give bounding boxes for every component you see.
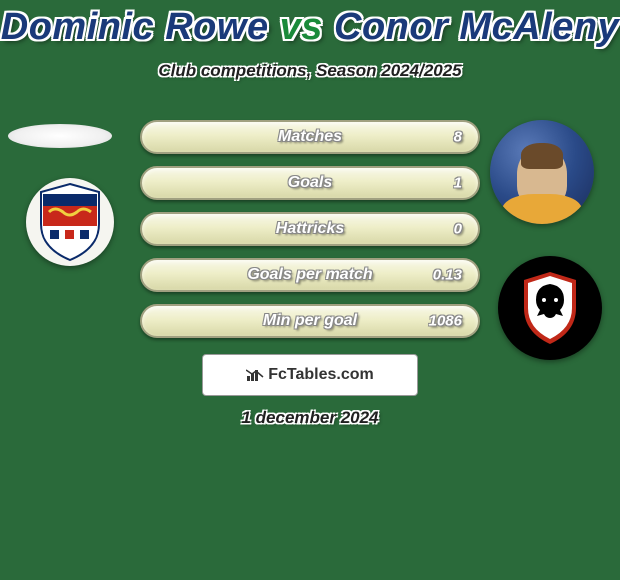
stat-bar-goals-per-match: Goals per match 0.13 — [140, 258, 480, 292]
stat-bar-hattricks: Hattricks 0 — [140, 212, 480, 246]
stat-value-right: 1 — [454, 175, 462, 192]
page-title: Dominic Rowe vs Conor McAleny — [0, 0, 620, 49]
club-crest-right — [498, 256, 602, 360]
stat-label: Goals per match — [247, 266, 372, 284]
stat-label: Hattricks — [276, 220, 344, 238]
subtitle: Club competitions, Season 2024/2025 — [0, 61, 620, 81]
attribution-text: FcTables.com — [268, 366, 374, 384]
player2-name: Conor McAleny — [334, 6, 619, 48]
stat-value-right: 1086 — [429, 313, 462, 330]
stat-bar-min-per-goal: Min per goal 1086 — [140, 304, 480, 338]
stats-panel: Matches 8 Goals 1 Hattricks 0 Goals per … — [140, 120, 480, 350]
stat-value-right: 8 — [454, 129, 462, 146]
stat-label: Min per goal — [263, 312, 357, 330]
portrait-body-icon — [502, 194, 582, 224]
stat-label: Goals — [288, 174, 332, 192]
stat-label: Matches — [278, 128, 342, 146]
shield-icon — [35, 182, 105, 262]
date-label: 1 december 2024 — [0, 408, 620, 428]
lion-shield-icon — [516, 268, 584, 348]
stat-value-right: 0 — [454, 221, 462, 238]
vs-separator: vs — [280, 6, 323, 48]
player-portrait — [490, 120, 594, 224]
infographic-container: Dominic Rowe vs Conor McAleny Club compe… — [0, 0, 620, 580]
stat-value-right: 0.13 — [433, 267, 462, 284]
bar-chart-icon — [246, 368, 264, 382]
stat-bar-goals: Goals 1 — [140, 166, 480, 200]
ellipse-placeholder-icon — [8, 124, 112, 148]
player1-name: Dominic Rowe — [1, 6, 269, 48]
attribution-box: FcTables.com — [202, 354, 418, 396]
club-crest-left — [26, 178, 114, 266]
stat-bar-matches: Matches 8 — [140, 120, 480, 154]
